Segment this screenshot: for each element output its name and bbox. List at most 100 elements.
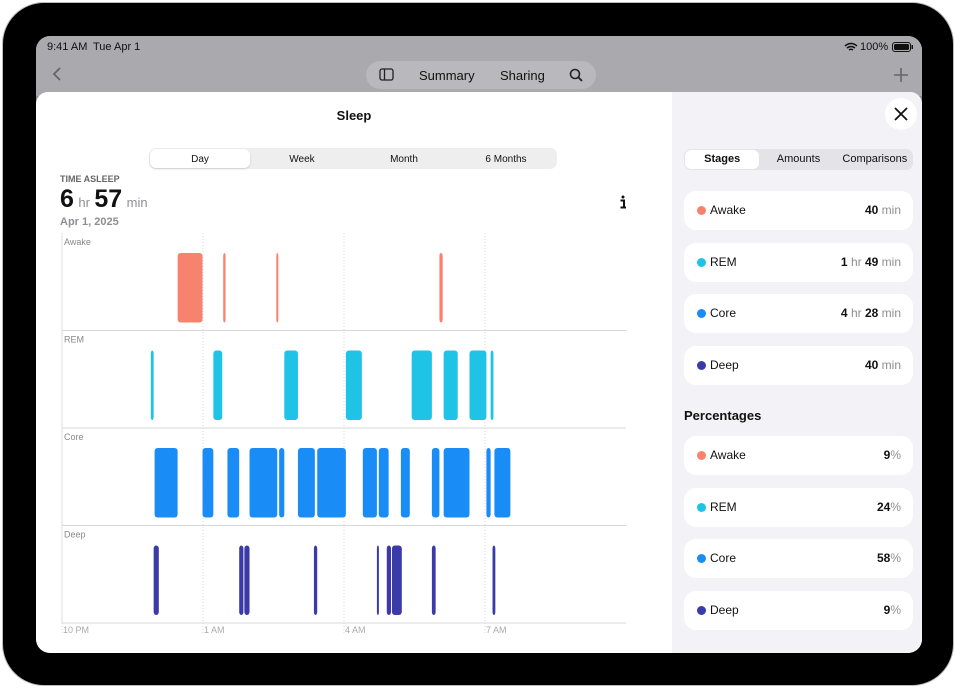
stage-block xyxy=(492,545,496,615)
stage-block xyxy=(202,448,214,518)
stage-block xyxy=(276,253,279,323)
percent-value: 9 xyxy=(883,602,891,617)
stage-card: Core 58% xyxy=(684,539,913,578)
add-button[interactable] xyxy=(893,67,909,83)
status-date: Tue Apr 1 xyxy=(93,41,141,53)
wifi-icon xyxy=(844,42,858,51)
percent-unit: % xyxy=(890,448,901,462)
stage-block xyxy=(391,545,402,615)
amount-value: 40 xyxy=(864,203,879,217)
stage-block xyxy=(297,448,315,518)
amount-unit: min xyxy=(881,254,901,269)
hours: 6 xyxy=(60,185,74,213)
hours-unit: hr xyxy=(78,195,90,210)
stage-label: Awake xyxy=(710,203,746,217)
panel-tab[interactable]: Comparisons xyxy=(842,153,908,165)
stage-dot xyxy=(697,451,706,460)
amount-unit: min xyxy=(881,203,901,217)
stage-value: 40 min xyxy=(865,203,901,217)
percent-unit: % xyxy=(890,551,901,565)
panel-tab[interactable]: Stages xyxy=(685,150,760,169)
stage-block xyxy=(345,350,362,420)
stage-block xyxy=(223,253,226,323)
back-button[interactable] xyxy=(50,66,64,82)
stage-block xyxy=(227,448,240,518)
stage-card: REM 1 hr 49 min xyxy=(684,242,913,282)
stage-block xyxy=(150,350,154,420)
percent-unit: % xyxy=(890,602,901,617)
stage-block xyxy=(362,448,377,518)
percent-value: 58 xyxy=(876,551,891,565)
stage-value: 40 min xyxy=(865,358,901,372)
nav-tab[interactable]: Summary xyxy=(419,68,475,83)
amount-unit: min xyxy=(881,306,901,320)
stage-block xyxy=(439,253,443,323)
stage-block xyxy=(443,448,470,518)
stage-card: REM 24% xyxy=(684,487,913,527)
percent-unit: % xyxy=(890,499,901,514)
stage-label: Core xyxy=(710,551,737,565)
row-label: Awake xyxy=(64,237,91,247)
stage-block xyxy=(239,545,244,615)
stage-dot xyxy=(697,605,706,615)
status-time: 9:41 AM xyxy=(47,41,88,53)
nav-tab[interactable]: Sharing xyxy=(500,68,545,83)
stage-label: Core xyxy=(710,306,737,320)
time-asleep: 6 hr 57 min xyxy=(60,185,148,214)
stage-block xyxy=(469,350,487,420)
amount-value: 40 xyxy=(864,357,879,372)
stage-value: 4 hr 28 min xyxy=(841,306,901,320)
range-control: Day Week Month 6 Months xyxy=(149,148,557,169)
amount-value: 28 xyxy=(864,306,879,320)
range-option[interactable]: 6 Months xyxy=(485,154,527,165)
amount-value: 4 xyxy=(840,306,848,320)
stage-label: Deep xyxy=(710,602,739,617)
close-button[interactable] xyxy=(884,97,918,131)
stage-label: REM xyxy=(710,499,737,514)
amount-unit: hr xyxy=(850,254,862,269)
stage-dot xyxy=(697,206,706,215)
amount-unit: min xyxy=(881,357,901,372)
row-label: REM xyxy=(64,335,84,345)
stage-label: Awake xyxy=(710,448,746,462)
stage-block xyxy=(154,448,178,518)
stage-value: 24% xyxy=(877,500,901,514)
stage-block xyxy=(490,350,494,420)
percentages-title: Percentages xyxy=(684,408,762,423)
stage-block xyxy=(376,545,379,615)
stage-value: 1 hr 49 min xyxy=(841,255,901,269)
stage-block xyxy=(378,448,389,518)
stage-block xyxy=(284,350,298,420)
stage-card: Deep 40 min xyxy=(684,345,913,385)
summary-label: TIME ASLEEP xyxy=(60,174,120,184)
stage-block xyxy=(177,253,203,323)
amount-value: 1 xyxy=(840,254,848,269)
search-button[interactable] xyxy=(569,68,583,82)
panel-tab[interactable]: Amounts xyxy=(776,153,821,165)
stage-block xyxy=(494,448,511,518)
amount-unit: hr xyxy=(850,306,862,320)
nav-pill xyxy=(366,61,596,89)
stage-block xyxy=(400,448,410,518)
amount-value: 49 xyxy=(864,254,879,269)
summary-date: Apr 1, 2025 xyxy=(60,216,119,228)
battery-text: 100% xyxy=(860,41,889,53)
percent-value: 24 xyxy=(876,499,891,514)
range-option[interactable]: Month xyxy=(390,154,418,165)
range-option[interactable]: Week xyxy=(289,154,315,165)
range-option[interactable]: Day xyxy=(150,149,250,168)
minutes-unit: min xyxy=(126,195,148,210)
stage-dot xyxy=(697,309,706,318)
sidebar-button[interactable] xyxy=(379,68,395,81)
stage-card: Deep 9% xyxy=(684,590,913,630)
stage-card: Awake 9% xyxy=(684,436,913,475)
stage-dot xyxy=(697,360,706,370)
sheet-title: Sleep xyxy=(336,108,372,123)
stage-block xyxy=(279,448,285,518)
info-button[interactable] xyxy=(614,193,632,211)
stage-label: Deep xyxy=(710,357,739,372)
x-tick-label: 1 AM xyxy=(204,625,225,635)
panel-tabs: Stages Amounts Comparisons xyxy=(684,149,913,170)
stage-block xyxy=(411,350,432,420)
